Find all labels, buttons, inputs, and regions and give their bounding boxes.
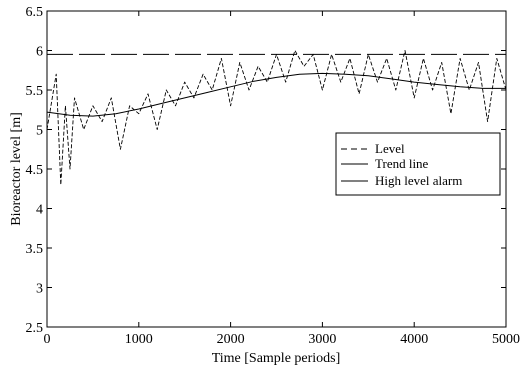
- y-axis-label: Bioreactor level [m]: [9, 112, 24, 226]
- x-tick-label: 5000: [492, 332, 520, 347]
- y-tick-label: 3.5: [26, 242, 44, 257]
- x-tick-label: 4000: [400, 332, 428, 347]
- axis-ticks: 0 1000 2000 3000 4000 5000 2.5 3 3.5 4 4.5 5 5.5 6 6.5: [26, 5, 521, 347]
- legend-label-level: Level: [375, 141, 405, 156]
- x-tick-label: 2000: [217, 332, 245, 347]
- series-line-level: [46, 50, 507, 186]
- x-tick-label: 1000: [125, 332, 153, 347]
- y-tick-label: 2.5: [26, 321, 44, 336]
- series-group: [46, 50, 507, 186]
- y-tick-label: 6.5: [26, 5, 44, 20]
- y-tick-label: 4: [36, 203, 43, 218]
- x-tick-label: 0: [44, 332, 51, 347]
- series-line-trend-line: [46, 72, 506, 117]
- x-axis-label: Time [Sample periods]: [212, 351, 341, 366]
- legend: Level Trend line High level alarm: [335, 132, 501, 196]
- y-tick-label: 5: [36, 124, 43, 139]
- legend-label-trend: Trend line: [375, 156, 429, 171]
- y-tick-label: 4.5: [26, 163, 44, 178]
- y-tick-label: 3: [36, 282, 43, 297]
- x-tick-label: 3000: [308, 332, 336, 347]
- y-tick-label: 6: [36, 45, 43, 60]
- legend-label-alarm: High level alarm: [375, 173, 462, 188]
- y-tick-label: 5.5: [26, 84, 44, 99]
